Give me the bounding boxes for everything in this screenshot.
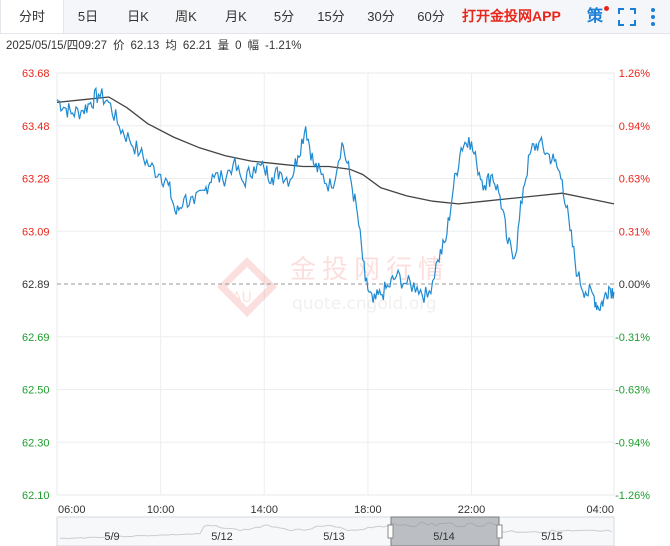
navigator-overview-line <box>59 521 613 540</box>
time-tick-label: 10:00 <box>147 504 175 516</box>
navigator-left-handle[interactable] <box>387 524 394 539</box>
percent-tick-label: 0.94% <box>619 121 650 133</box>
tab-5min[interactable]: 5分 <box>273 9 295 24</box>
average-price-line <box>56 96 615 205</box>
percent-tick-label: 0.63% <box>619 174 650 186</box>
watermark-url: quote.cngold.org <box>292 294 437 314</box>
quote-info-line: 2025/05/15/四09:27 价 62.13 均 62.21 量 0 幅 -1.21% <box>6 37 307 55</box>
volume-label: 量 <box>217 40 230 52</box>
tab-15min[interactable]: 15分 <box>317 9 345 24</box>
navigator-date-label: 5/13 <box>323 531 344 543</box>
percent-tick-label: 1.26% <box>619 68 650 80</box>
time-tick-label: 14:00 <box>250 504 278 516</box>
price-tick-label: 63.28 <box>22 174 50 186</box>
tab-30min[interactable]: 30分 <box>367 9 395 24</box>
navigator-date-label: 5/9 <box>104 531 119 543</box>
watermark-brand: 金投网行情 <box>290 255 450 285</box>
tab-weekly-k[interactable]: 周K <box>175 9 197 24</box>
navigator-date-label: 5/14 <box>433 531 454 543</box>
volume-value: 0 <box>235 40 242 52</box>
time-axis-labels: 06:00 10:00 14:00 18:00 22:00 04:00 <box>58 504 614 516</box>
percent-tick-label: -0.94% <box>615 437 650 449</box>
percent-tick-label: -1.26% <box>615 490 650 502</box>
fullscreen-icon[interactable] <box>618 8 636 26</box>
price-tick-label: 62.50 <box>22 385 50 397</box>
tab-intraday[interactable]: 分时 <box>0 0 64 33</box>
time-tick-label: 22:00 <box>458 504 486 516</box>
price-tick-label: 62.10 <box>22 490 50 502</box>
tab-60min[interactable]: 60分 <box>417 9 445 24</box>
percent-tick-label: -0.31% <box>615 332 650 344</box>
price-tick-label: 62.69 <box>22 332 50 344</box>
period-tab-bar: 分时 5日 日K 周K 月K 5分 15分 30分 60分 打开金投网APP 策 <box>0 0 670 34</box>
price-tick-label: 63.68 <box>22 68 50 80</box>
watermark-badge: AU <box>232 290 252 306</box>
percent-tick-label: 0.00% <box>619 279 650 291</box>
more-options-icon[interactable] <box>650 7 656 27</box>
open-app-link[interactable]: 打开金投网APP <box>462 8 561 24</box>
price-label: 价 <box>113 40 125 52</box>
notification-dot <box>604 6 609 11</box>
change-value: -1.21% <box>265 40 302 52</box>
range-navigator[interactable]: 5/9 5/12 5/13 5/14 5/15 <box>56 516 615 546</box>
navigator-right-handle[interactable] <box>496 524 503 539</box>
price-tick-label: 63.48 <box>22 121 50 133</box>
tab-monthly-k[interactable]: 月K <box>225 9 247 24</box>
navigator-date-labels: 5/9 5/12 5/13 5/14 5/15 <box>104 531 562 543</box>
tab-daily-k[interactable]: 日K <box>127 9 149 24</box>
price-tick-label: 62.30 <box>22 437 50 449</box>
time-tick-label: 18:00 <box>354 504 382 516</box>
percent-tick-label: -0.63% <box>615 385 650 397</box>
navigator-date-label: 5/15 <box>541 531 562 543</box>
quote-datetime: 2025/05/15/四09:27 <box>6 40 108 52</box>
price-value: 62.13 <box>130 40 160 52</box>
price-line <box>56 86 615 311</box>
time-tick-label: 06:00 <box>58 504 86 516</box>
avg-value: 62.21 <box>182 40 212 52</box>
watermark-logo-icon <box>217 257 277 317</box>
price-tick-label: 62.89 <box>22 279 50 291</box>
strategy-button[interactable]: 策 <box>587 8 604 25</box>
change-label: 幅 <box>247 40 260 52</box>
navigator-track <box>56 516 615 546</box>
price-axis-labels: 63.68 63.48 63.28 63.09 62.89 62.69 62.50 62.30… <box>22 68 50 502</box>
tab-5day[interactable]: 5日 <box>77 9 99 24</box>
time-tick-label: 04:00 <box>586 504 614 516</box>
price-tick-label: 63.09 <box>22 226 50 238</box>
percent-tick-label: 0.31% <box>619 226 650 238</box>
percent-axis-labels: 1.26% 0.94% 0.63% 0.31% 0.00% -0.31% -0.63% -0.… <box>615 68 650 502</box>
avg-label: 均 <box>165 40 177 52</box>
navigator-date-label: 5/12 <box>211 531 232 543</box>
